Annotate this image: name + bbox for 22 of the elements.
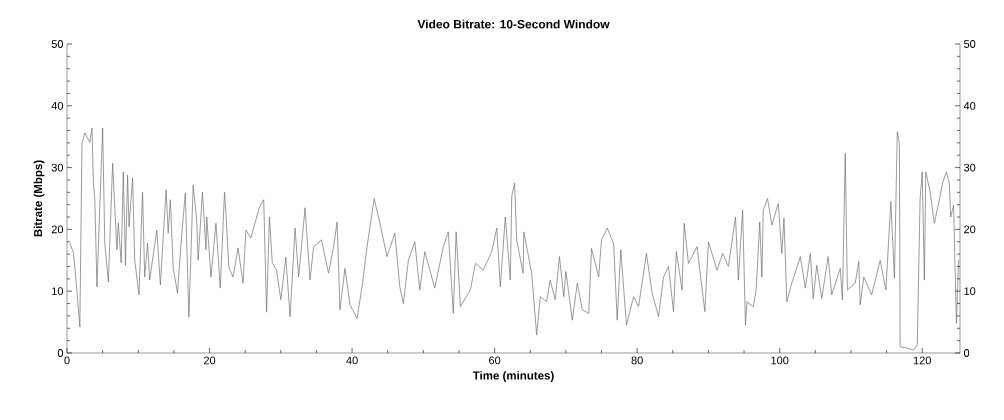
y-tick-label: 0 (57, 349, 64, 357)
x-tick-label: 100 (771, 356, 789, 365)
chart-title: Video Bitrate: 10-Second Window (417, 19, 610, 29)
y-tick-label: 10 (52, 287, 64, 296)
x-axis-title: Time (minutes) (472, 371, 554, 382)
y2-tick-label: 10 (964, 287, 976, 296)
x-tick-label: 60 (489, 356, 501, 365)
x-tick-label: 20 (203, 356, 216, 365)
y-tick-label: 20 (51, 225, 64, 234)
y2-tick-label: 40 (963, 101, 976, 110)
x-tick-label: 40 (346, 356, 358, 365)
y-tick-label: 50 (51, 40, 64, 48)
x-tick-label: 80 (631, 356, 643, 365)
y-axis-title: Bitrate (Mbps) (33, 160, 45, 237)
y2-tick-label: 50 (963, 40, 976, 48)
x-tick-label: 0 (64, 356, 70, 365)
y2-tick-label: 30 (963, 163, 976, 172)
y-tick-label: 40 (51, 101, 64, 110)
x-tick-label: 120 (913, 356, 931, 365)
y-tick-label: 30 (51, 163, 64, 172)
y2-tick-label: 20 (964, 225, 976, 234)
y2-tick-label: 0 (963, 349, 970, 357)
